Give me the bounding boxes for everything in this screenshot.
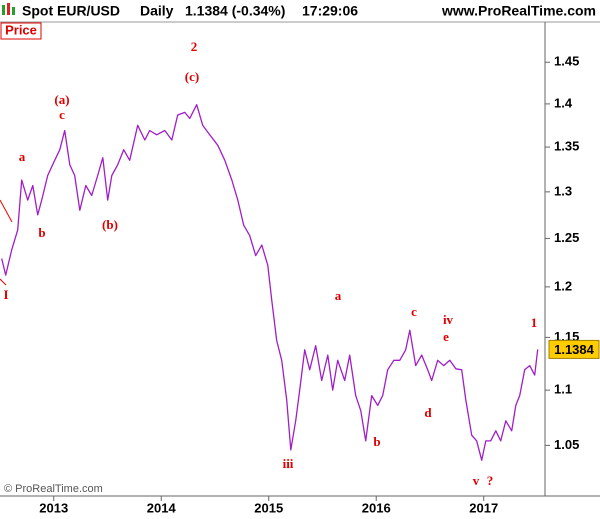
y-tick-label: 1.4 bbox=[554, 95, 573, 110]
x-tick-label: 2013 bbox=[39, 500, 68, 515]
wave-label: ? bbox=[487, 473, 494, 488]
x-tick-label: 2014 bbox=[147, 500, 177, 515]
x-tick-label: 2017 bbox=[469, 500, 498, 515]
icon bbox=[2, 3, 15, 15]
y-tick-label: 1.45 bbox=[554, 54, 579, 69]
panel-label: Price bbox=[5, 22, 37, 37]
wave-label: a bbox=[335, 288, 342, 303]
period: Daily bbox=[140, 3, 174, 19]
y-tick-label: 1.3 bbox=[554, 183, 572, 198]
y-tick-label: 1.05 bbox=[554, 437, 579, 452]
wave-label: iv bbox=[443, 312, 454, 327]
y-tick-label: 1.35 bbox=[554, 138, 579, 153]
wave-label: 2 bbox=[191, 39, 198, 54]
x-tick-label: 2016 bbox=[362, 500, 391, 515]
wave-label: c bbox=[411, 304, 417, 319]
wave-label: (a) bbox=[54, 92, 69, 107]
wave-label: 1 bbox=[531, 315, 538, 330]
y-tick-label: 1.2 bbox=[554, 278, 572, 293]
last-price: 1.1384 bbox=[554, 342, 595, 357]
wave-label: a bbox=[19, 149, 26, 164]
website: www.ProRealTime.com bbox=[441, 3, 596, 19]
panel-label-box bbox=[0, 22, 42, 40]
price-line bbox=[1, 104, 539, 461]
wave-label: d bbox=[424, 405, 432, 420]
last-price-box bbox=[548, 339, 600, 359]
y-tick-label: 1.25 bbox=[554, 230, 579, 245]
wave-label: c bbox=[59, 107, 65, 122]
wave-label: I bbox=[3, 287, 8, 302]
x-tick-label: 2015 bbox=[254, 500, 283, 515]
wave-label: (c) bbox=[185, 69, 199, 84]
wave-label: b bbox=[38, 225, 45, 240]
wave-label: e bbox=[443, 329, 449, 344]
y-tick-label: 1.1 bbox=[554, 382, 572, 397]
wave-label: b bbox=[373, 434, 380, 449]
time: 17:29:06 bbox=[302, 3, 358, 19]
trend-line bbox=[0, 199, 13, 223]
trend-line bbox=[0, 278, 7, 286]
wave-label: v bbox=[473, 473, 480, 488]
quote: 1.1384 (-0.34%) bbox=[185, 3, 285, 19]
wave-label: iii bbox=[283, 456, 294, 471]
copyright: © ProRealTime.com bbox=[4, 483, 103, 495]
wave-label: (b) bbox=[102, 217, 118, 232]
instrument: Spot EUR/USD bbox=[22, 3, 120, 19]
